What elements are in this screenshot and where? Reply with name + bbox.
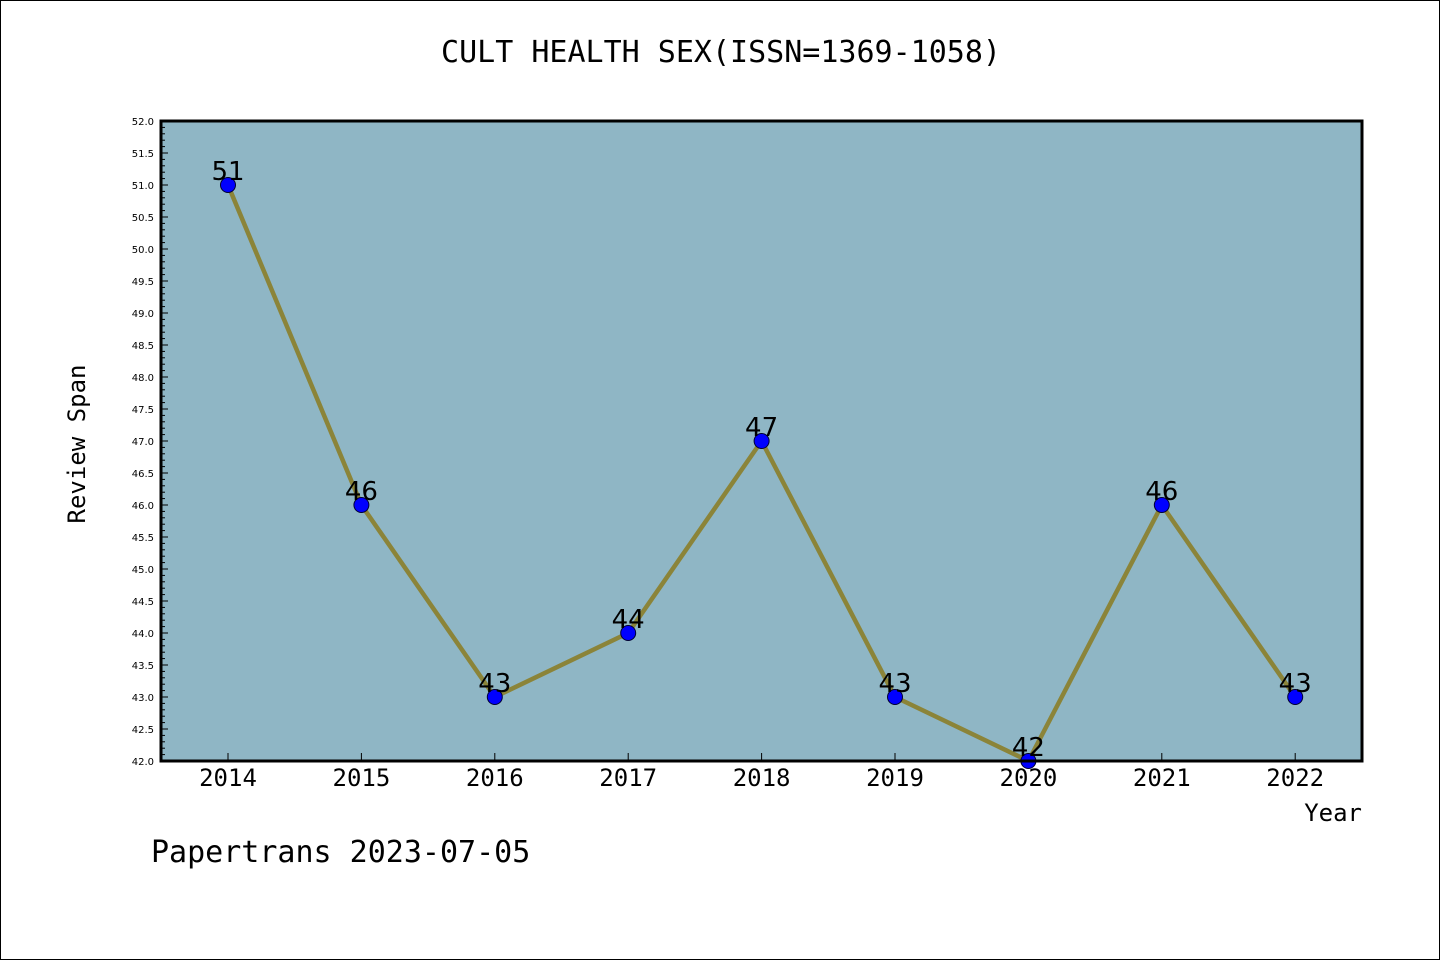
plot-border xyxy=(159,119,1364,763)
data-label: 46 xyxy=(1145,477,1178,507)
y-tick-label: 49.5 xyxy=(132,277,154,288)
data-point xyxy=(1153,497,1170,513)
data-label: 43 xyxy=(878,669,911,699)
data-label: 42 xyxy=(1012,733,1045,763)
x-tick-label: 2018 xyxy=(733,764,791,792)
y-tick-label: 50.5 xyxy=(132,213,154,224)
y-tick-label: 51.5 xyxy=(132,149,154,160)
x-tick-label: 2014 xyxy=(199,764,257,792)
y-axis-label: Review Span xyxy=(63,365,91,524)
x-tick-label: 2022 xyxy=(1266,764,1324,792)
x-tick-label: 2015 xyxy=(333,764,391,792)
data-point xyxy=(887,689,903,705)
footer-credit: Papertrans 2023-07-05 xyxy=(151,835,531,870)
y-tick-label: 49.0 xyxy=(132,309,154,320)
y-tick-label: 50.0 xyxy=(132,245,154,256)
y-tick-label: 47.5 xyxy=(132,405,154,416)
chart-title: CULT HEALTH SEX(ISSN=1369-1058) xyxy=(441,35,1001,70)
y-tick-label: 47.0 xyxy=(132,437,154,448)
x-axis-ticks: 2014 2015 2016 2017 2018 2019 2020 2021 2022 xyxy=(199,753,1324,792)
y-tick-label: 51.0 xyxy=(132,181,154,192)
data-label: 44 xyxy=(612,605,645,635)
data-label: 43 xyxy=(1279,669,1312,699)
x-tick-label: 2019 xyxy=(866,764,924,792)
y-tick-label: 46.5 xyxy=(132,469,154,480)
data-point xyxy=(753,433,770,449)
x-tick-label: 2017 xyxy=(599,764,657,792)
y-tick-label: 44.0 xyxy=(132,629,154,640)
y-tick-label: 42.0 xyxy=(132,757,154,768)
data-point xyxy=(1287,689,1304,705)
y-tick-label: 45.0 xyxy=(132,565,154,576)
data-labels: 51 46 43 44 47 43 42 46 43 xyxy=(211,157,1311,763)
y-tick-label: 42.5 xyxy=(132,725,154,736)
x-tick-label: 2021 xyxy=(1133,764,1191,792)
data-label: 46 xyxy=(345,477,378,507)
y-tick-label: 48.5 xyxy=(132,341,154,352)
y-tick-label: 48.0 xyxy=(132,373,154,384)
data-label: 47 xyxy=(745,413,778,443)
y-tick-label: 45.5 xyxy=(132,533,154,544)
y-tick-label: 52.0 xyxy=(132,117,154,128)
y-tick-label: 43.0 xyxy=(132,693,154,704)
data-point xyxy=(353,497,370,513)
x-axis-label: Year xyxy=(1304,799,1362,827)
data-point xyxy=(620,625,637,641)
data-point xyxy=(220,177,236,193)
y-tick-label: 43.5 xyxy=(132,661,154,672)
data-label: 51 xyxy=(211,157,244,187)
data-point xyxy=(486,689,503,705)
data-label: 43 xyxy=(478,669,511,699)
y-tick-label: 46.0 xyxy=(132,501,154,512)
y-tick-label: 44.5 xyxy=(132,597,154,608)
x-tick-label: 2016 xyxy=(466,764,524,792)
y-axis-ticks: 42.0 42.5 43.0 43.5 44.0 44.5 45.0 45.5 46.0 46.5… xyxy=(132,117,168,768)
